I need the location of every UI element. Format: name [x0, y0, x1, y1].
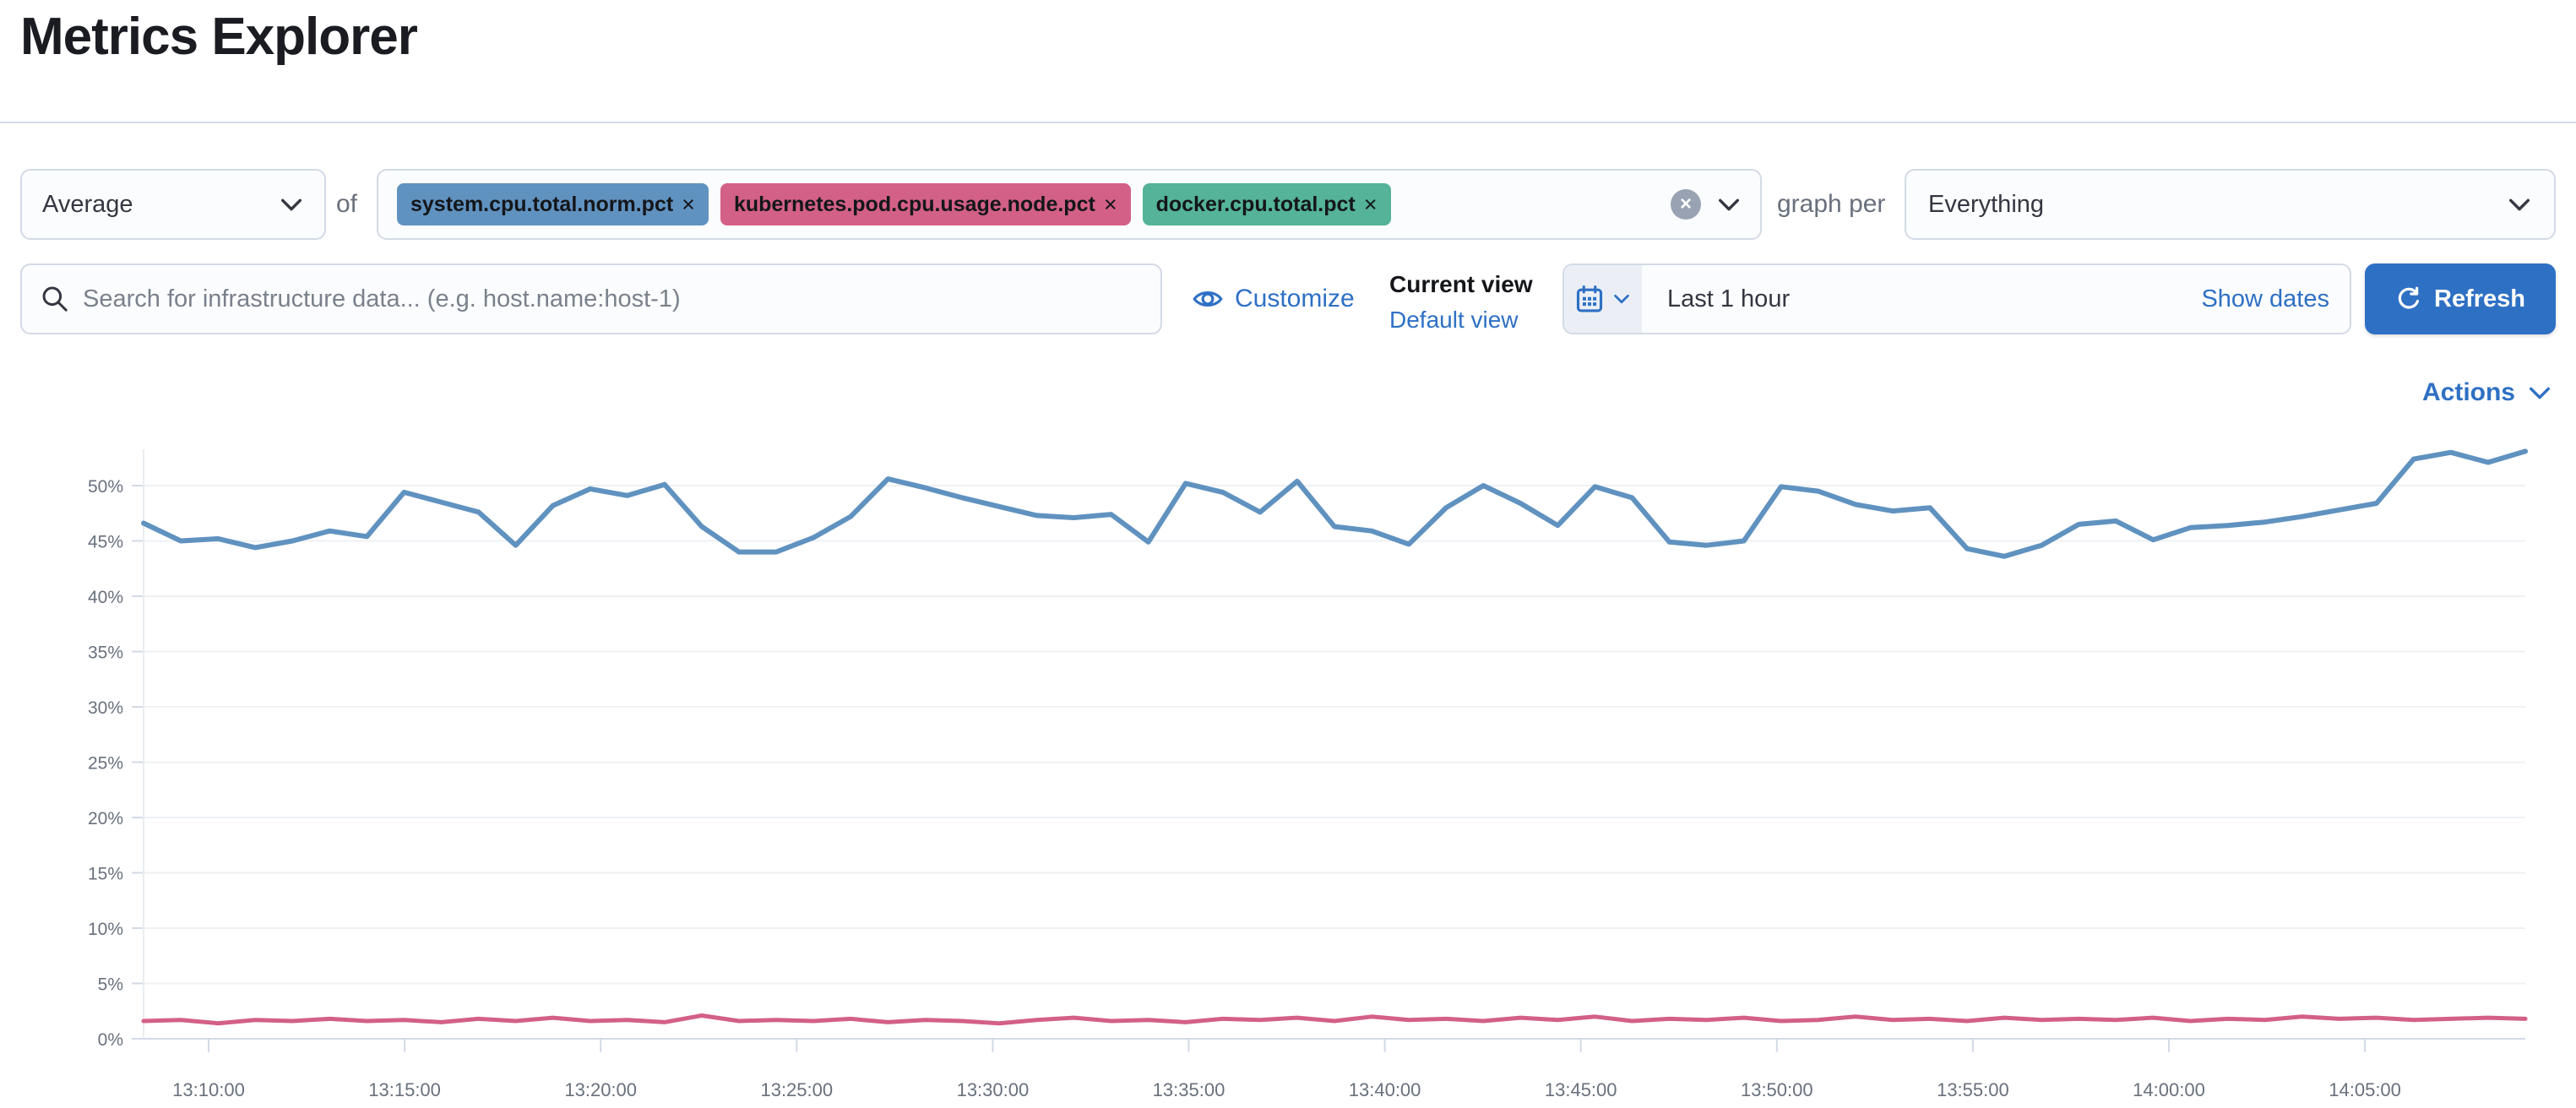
remove-metric-icon[interactable]: ×	[682, 191, 695, 217]
refresh-label: Refresh	[2434, 285, 2525, 312]
svg-text:13:20:00: 13:20:00	[564, 1079, 637, 1100]
svg-text:50%: 50%	[88, 477, 123, 497]
time-range-picker[interactable]: Last 1 hour Show dates	[1562, 263, 2351, 334]
chevron-down-icon	[2530, 387, 2550, 399]
graph-per-label: graph per	[1777, 190, 1886, 218]
page-title: Metrics Explorer	[20, 8, 418, 66]
aggregation-value: Average	[42, 190, 133, 218]
of-label: of	[336, 190, 358, 218]
svg-text:13:40:00: 13:40:00	[1349, 1079, 1421, 1100]
svg-text:13:10:00: 13:10:00	[172, 1079, 245, 1100]
metric-badge-label: kubernetes.pod.cpu.usage.node.pct	[733, 192, 1095, 216]
metrics-combobox[interactable]: system.cpu.total.norm.pct × kubernetes.p…	[377, 169, 1762, 240]
metric-badge-docker-cpu[interactable]: docker.cpu.total.pct ×	[1142, 183, 1391, 225]
remove-metric-icon[interactable]: ×	[1363, 191, 1378, 217]
chevron-down-icon	[2509, 198, 2530, 211]
eye-icon	[1193, 291, 1223, 307]
refresh-button[interactable]: Refresh	[2365, 263, 2556, 334]
chevron-down-icon[interactable]	[1716, 192, 1742, 217]
svg-text:0%: 0%	[98, 1030, 123, 1050]
svg-text:14:05:00: 14:05:00	[2329, 1079, 2401, 1100]
metrics-chart[interactable]: 0% 5% 10% 15% 20% 25% 30% 35% 40% 45% 50% 13:10:00 1…	[0, 439, 2576, 1108]
svg-text:10%: 10%	[88, 920, 123, 939]
view-switcher: Current view Default view	[1389, 267, 1541, 338]
refresh-icon	[2398, 286, 2419, 309]
customize-label: Customize	[1235, 285, 1355, 312]
header-divider	[0, 122, 2576, 123]
svg-text:5%: 5%	[98, 975, 123, 995]
svg-text:13:15:00: 13:15:00	[368, 1079, 441, 1100]
time-range-value[interactable]: Last 1 hour	[1667, 285, 1791, 312]
clear-all-metrics-icon[interactable]: ×	[1671, 189, 1701, 220]
svg-text:13:45:00: 13:45:00	[1545, 1079, 1617, 1100]
group-by-value: Everything	[1928, 190, 2045, 218]
metric-badge-system-cpu[interactable]: system.cpu.total.norm.pct ×	[397, 183, 709, 225]
svg-text:14:00:00: 14:00:00	[2133, 1079, 2205, 1100]
svg-text:13:30:00: 13:30:00	[957, 1079, 1030, 1100]
actions-menu-button[interactable]: Actions	[2422, 378, 2552, 407]
search-icon	[42, 286, 68, 312]
metric-badge-label: system.cpu.total.norm.pct	[410, 192, 674, 216]
search-input[interactable]	[83, 285, 1142, 313]
customize-button[interactable]: Customize	[1193, 263, 1355, 334]
default-view-link[interactable]: Default view	[1389, 307, 1519, 333]
aggregation-select[interactable]: Average	[20, 169, 326, 240]
svg-text:13:35:00: 13:35:00	[1153, 1079, 1226, 1100]
remove-metric-icon[interactable]: ×	[1103, 191, 1117, 217]
svg-text:13:55:00: 13:55:00	[1937, 1079, 2009, 1100]
chevron-down-icon	[281, 198, 302, 211]
metric-badge-list: system.cpu.total.norm.pct × kubernetes.p…	[397, 183, 1671, 225]
svg-text:13:50:00: 13:50:00	[1741, 1079, 1813, 1100]
search-bar[interactable]	[20, 263, 1162, 334]
svg-text:15%: 15%	[88, 865, 123, 884]
group-by-select[interactable]: Everything	[1905, 169, 2556, 240]
svg-text:30%: 30%	[88, 698, 123, 718]
chevron-down-icon	[1614, 294, 1629, 304]
svg-text:35%: 35%	[88, 644, 123, 663]
actions-label: Actions	[2421, 378, 2515, 406]
show-dates-button[interactable]: Show dates	[2201, 285, 2329, 312]
svg-text:45%: 45%	[88, 533, 123, 552]
calendar-icon	[1576, 285, 1603, 312]
current-view-label: Current view	[1389, 271, 1533, 297]
svg-text:25%: 25%	[88, 754, 123, 774]
svg-text:40%: 40%	[88, 588, 123, 607]
svg-text:13:25:00: 13:25:00	[760, 1079, 833, 1100]
metric-badge-label: docker.cpu.total.pct	[1155, 192, 1356, 216]
metric-badge-kubernetes-pod-cpu[interactable]: kubernetes.pod.cpu.usage.node.pct ×	[720, 183, 1131, 225]
svg-text:20%: 20%	[88, 809, 123, 828]
quick-select-menu-button[interactable]	[1564, 265, 1642, 333]
